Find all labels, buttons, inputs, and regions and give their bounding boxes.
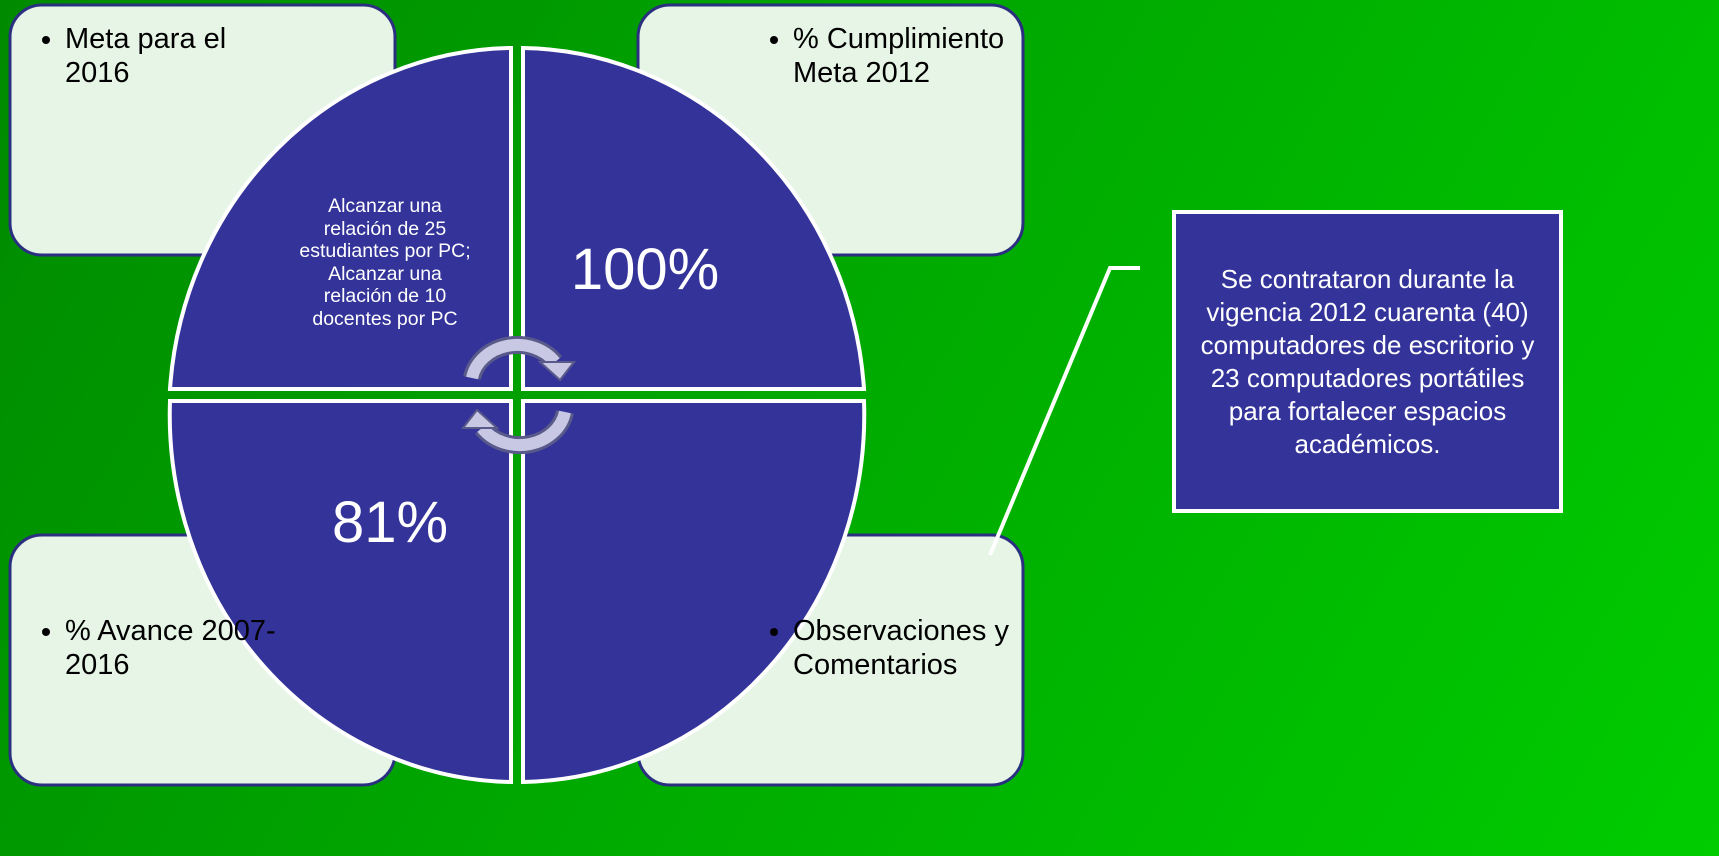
quadrant-value: 81% [331,490,449,555]
quadrant-bottom-right [521,399,867,785]
quadrant-bottom-left [167,399,513,785]
box-label: % Cumplimiento Meta 2012 [753,22,1023,90]
callout-text: Se contrataron durante la vigencia 2012 … [1200,263,1535,459]
box-label: Meta para el 2016 [25,22,285,90]
box-label-text: Observaciones y Comentarios [793,614,1033,682]
box-label: % Avance 2007-2016 [25,614,295,682]
box-label-text: Meta para el 2016 [65,22,285,90]
quadrant-text: Alcanzar una relación de 25 estudiantes … [299,195,471,330]
box-label-text: % Avance 2007-2016 [65,614,295,682]
box-label-text: % Cumplimiento Meta 2012 [793,22,1023,90]
callout-box: Se contrataron durante la vigencia 2012 … [1172,210,1563,513]
cycle-arrows [460,335,577,455]
quadrant-top-right [521,45,867,391]
quadrant-value: 100% [570,237,720,302]
callout-line [988,266,1140,556]
quadrant-top-left [167,45,513,391]
box-label: Observaciones y Comentarios [753,614,1033,682]
